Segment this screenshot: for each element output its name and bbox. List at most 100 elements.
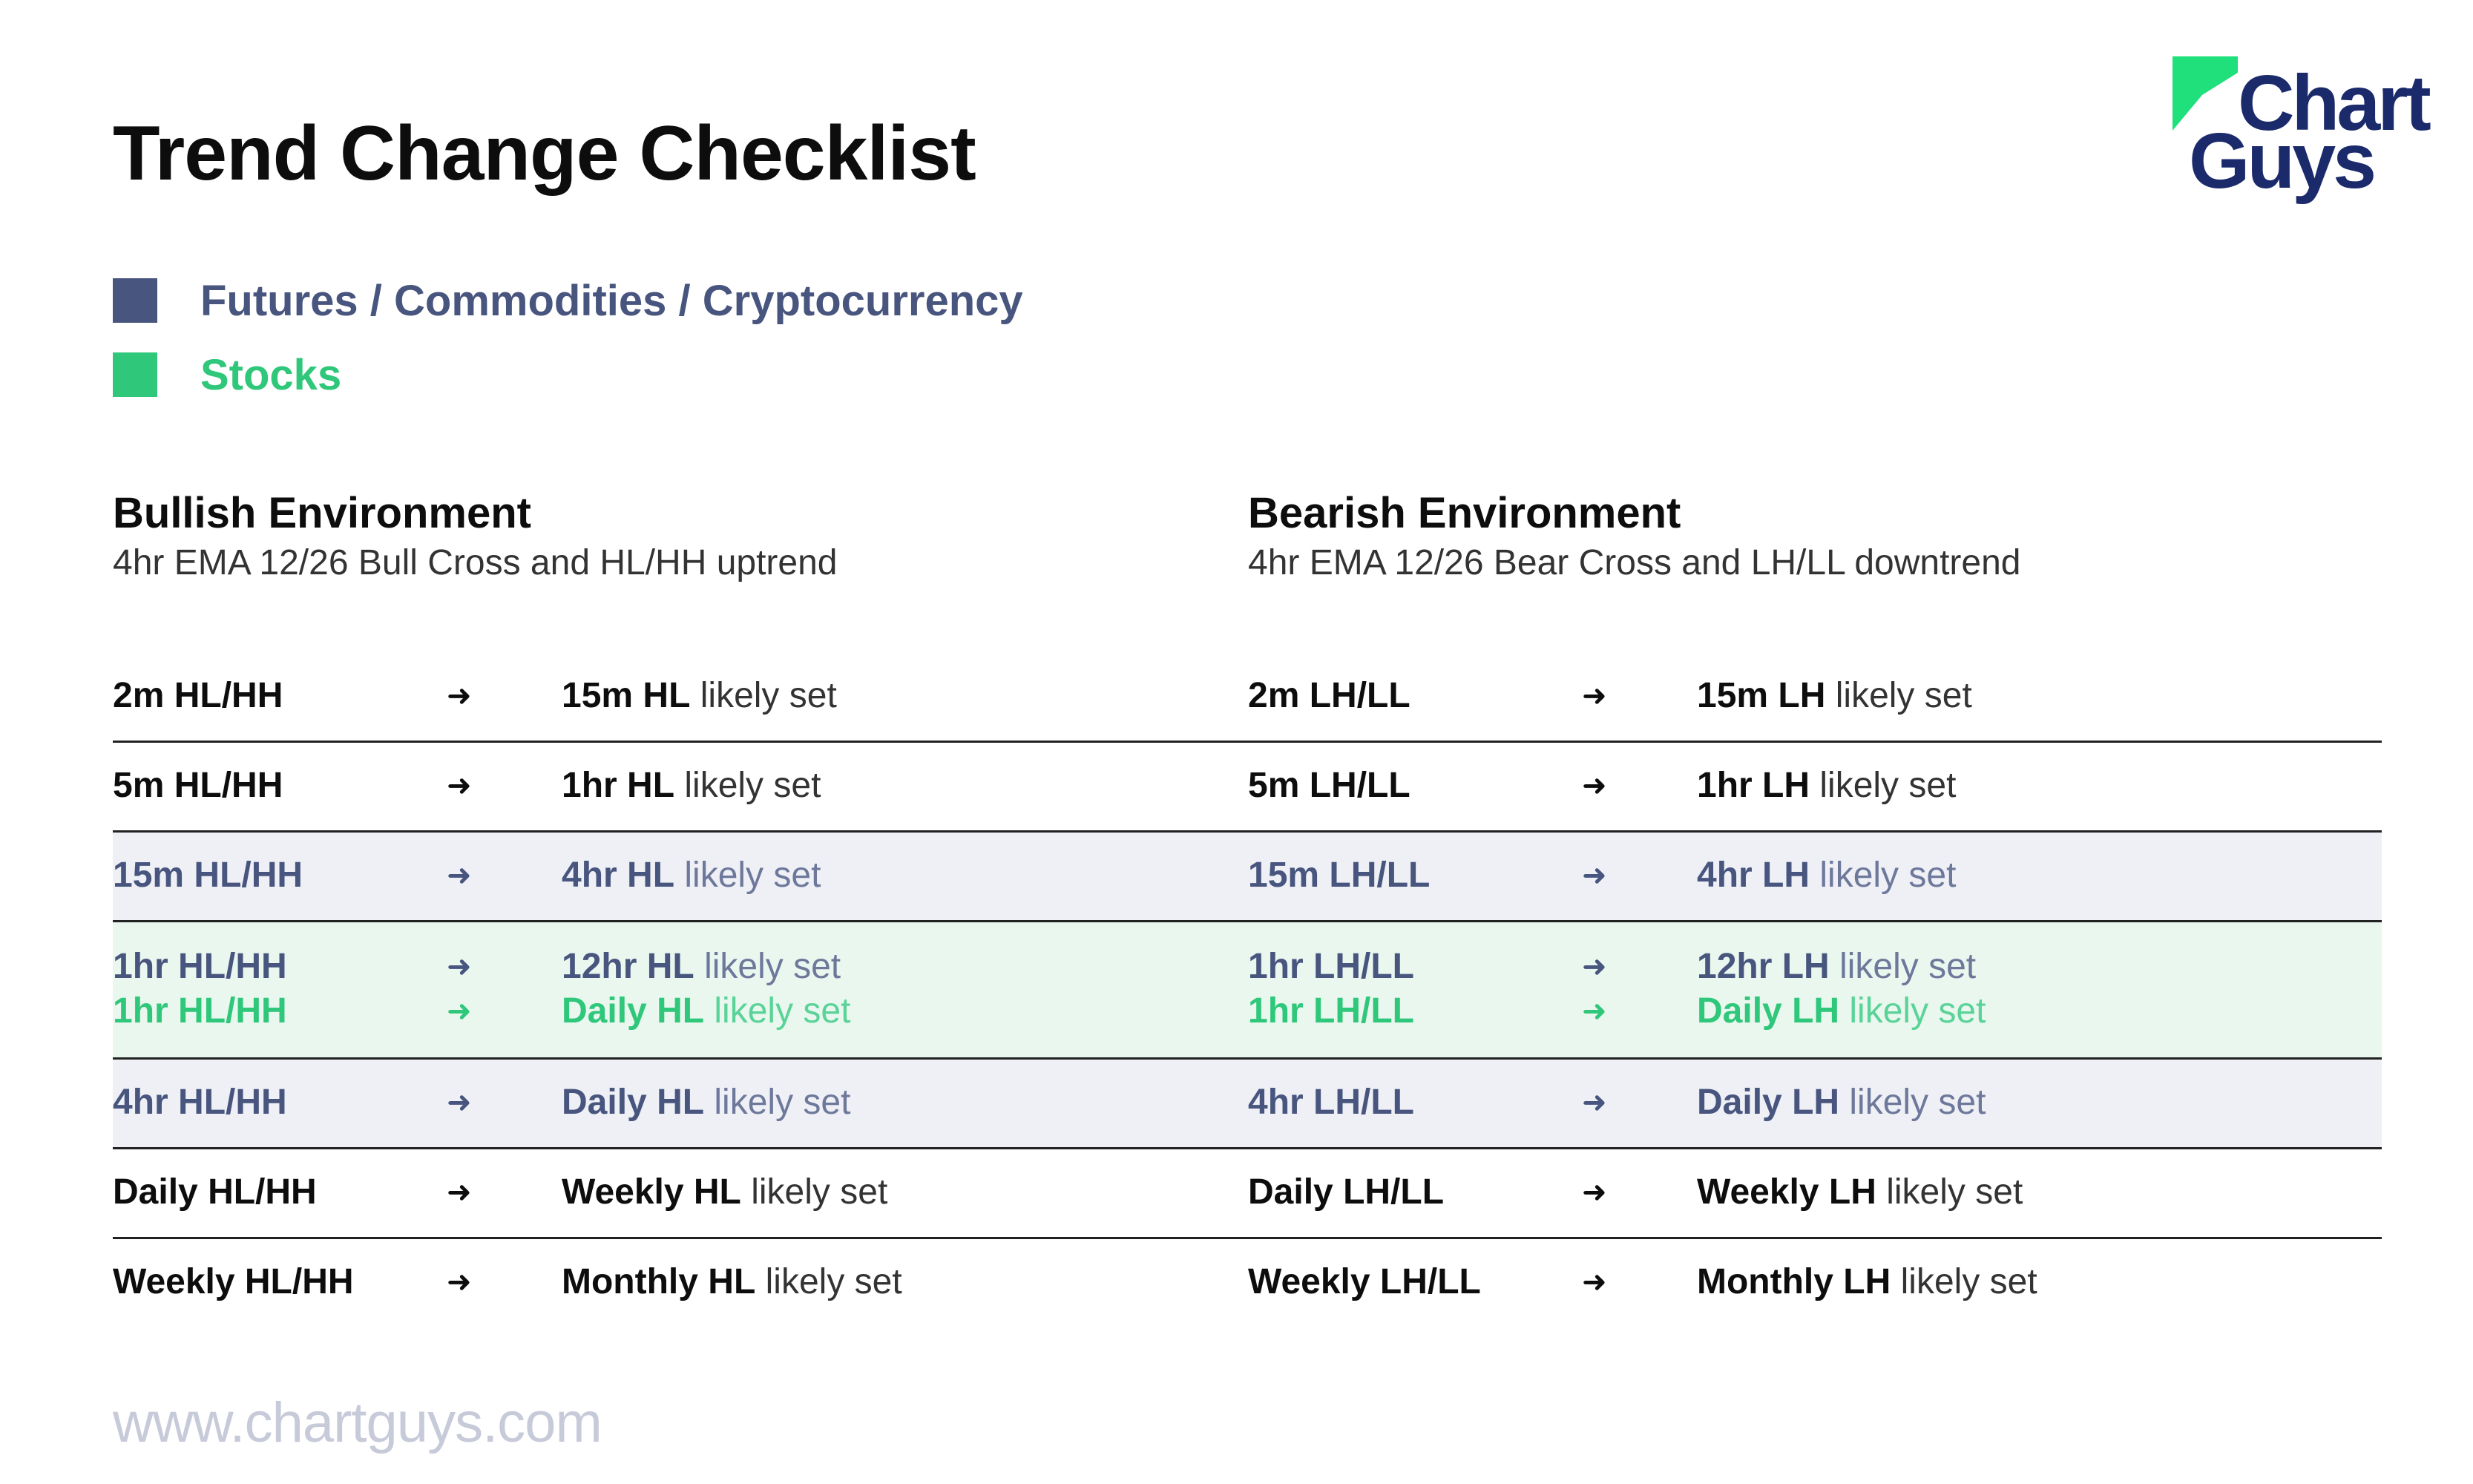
logo-text-line1: Chart xyxy=(2238,59,2431,147)
bull-to-cell: Daily HL likely set xyxy=(562,989,850,1034)
bull-to-value: 4hr HL xyxy=(562,856,675,895)
likely-set-label: likely set xyxy=(1839,947,1977,986)
bull-from-cell: 1hr HL/HH xyxy=(113,991,287,1031)
arrow-right-icon: ➜ xyxy=(447,1176,472,1209)
likely-set-label: likely set xyxy=(765,1262,902,1301)
bear-to-cell: Daily LH likely set xyxy=(1697,1080,1986,1125)
chart-guys-logo[interactable]: Chart Guys xyxy=(2173,56,2447,205)
arrow-right-icon: ➜ xyxy=(1582,1266,1607,1298)
likely-set-label: likely set xyxy=(751,1172,888,1212)
bear-from-cell: 4hr LH/LL xyxy=(1248,1083,1414,1122)
bull-to-value: 12hr HL xyxy=(562,947,694,986)
arrow-right-icon: ➜ xyxy=(447,951,472,983)
likely-set-label: likely set xyxy=(1819,856,1957,895)
bear-to-value: 1hr LH xyxy=(1697,766,1810,805)
bull-to-value: Daily HL xyxy=(562,991,705,1031)
logo-text-line2: Guys xyxy=(2189,117,2377,205)
bull-from-cell: Weekly HL/HH xyxy=(113,1262,354,1301)
bear-from-cell: 5m LH/LL xyxy=(1248,766,1410,805)
bear-from-cell: 15m LH/LL xyxy=(1248,856,1431,895)
bear-from-cell: 2m LH/LL xyxy=(1248,676,1410,715)
bullish-header: Bullish Environment 4hr EMA 12/26 Bull C… xyxy=(113,490,838,584)
likely-set-label: likely set xyxy=(1819,766,1957,805)
table-row: 5m HL/HH ➜ 1hr HL likely set 5m LH/LL ➜ … xyxy=(113,743,2382,833)
bear-from-cell: 1hr LH/LL xyxy=(1248,947,1414,986)
arrow-right-icon: ➜ xyxy=(1582,769,1607,802)
legend-label-futures: Futures / Commodities / Cryptocurrency xyxy=(200,276,1023,325)
likely-set-label: likely set xyxy=(700,676,837,715)
bull-from-cell: 1hr HL/HH xyxy=(113,947,287,986)
likely-set-label: likely set xyxy=(1849,991,1986,1031)
likely-set-label: likely set xyxy=(684,856,821,895)
bull-to-value: Daily HL xyxy=(562,1083,705,1122)
likely-set-label: likely set xyxy=(714,991,851,1031)
bearish-subtitle: 4hr EMA 12/26 Bear Cross and LH/LL downt… xyxy=(1248,542,2021,582)
bull-from-cell: 15m HL/HH xyxy=(113,856,303,895)
table-row-line: 15m HL/HH ➜ 4hr HL likely set 15m LH/LL … xyxy=(113,853,2382,898)
bull-from-cell: 2m HL/HH xyxy=(113,676,283,715)
table-row: 1hr HL/HH ➜ 12hr HL likely set 1hr LH/LL… xyxy=(113,922,2382,1060)
arrow-right-icon: ➜ xyxy=(447,1086,472,1119)
legend: Futures / Commodities / Cryptocurrency S… xyxy=(113,263,1023,412)
legend-label-stocks: Stocks xyxy=(200,350,342,399)
bearish-title: Bearish Environment xyxy=(1248,489,1681,537)
page-title: Trend Change Checklist xyxy=(113,111,976,197)
website-url[interactable]: www.chartguys.com xyxy=(113,1391,602,1454)
bull-to-cell: 1hr HL likely set xyxy=(562,764,821,808)
table-row-line: Daily HL/HH ➜ Weekly HL likely set Daily… xyxy=(113,1170,2382,1215)
bear-from-cell: Weekly LH/LL xyxy=(1248,1262,1481,1301)
likely-set-label: likely set xyxy=(684,766,821,805)
bearish-header: Bearish Environment 4hr EMA 12/26 Bear C… xyxy=(1248,490,2021,584)
bear-to-value: Daily LH xyxy=(1697,1083,1840,1122)
bullish-title: Bullish Environment xyxy=(113,489,531,537)
table-row-line-stocks: 1hr HL/HH ➜ Daily HL likely set 1hr LH/L… xyxy=(113,989,2382,1034)
bull-to-value: 1hr HL xyxy=(562,766,675,805)
arrow-right-icon: ➜ xyxy=(1582,951,1607,983)
bear-to-cell: 12hr LH likely set xyxy=(1697,945,1976,989)
arrow-right-icon: ➜ xyxy=(447,859,472,892)
table-row-line: 5m HL/HH ➜ 1hr HL likely set 5m LH/LL ➜ … xyxy=(113,764,2382,808)
legend-swatch-futures xyxy=(113,278,157,323)
bear-to-value: 12hr LH xyxy=(1697,947,1830,986)
bear-to-value: Weekly LH xyxy=(1697,1172,1876,1212)
bear-from-cell: Daily LH/LL xyxy=(1248,1172,1445,1212)
bull-from-cell: 4hr HL/HH xyxy=(113,1083,287,1122)
likely-set-label: likely set xyxy=(1849,1083,1986,1122)
legend-item-futures: Futures / Commodities / Cryptocurrency xyxy=(113,263,1023,338)
bull-to-value: Monthly HL xyxy=(562,1262,756,1301)
table-row-line: Weekly HL/HH ➜ Monthly HL likely set Wee… xyxy=(113,1260,2382,1304)
likely-set-label: likely set xyxy=(1886,1172,2023,1212)
likely-set-label: likely set xyxy=(704,947,841,986)
bull-to-cell: Daily HL likely set xyxy=(562,1080,850,1125)
bull-to-cell: Monthly HL likely set xyxy=(562,1260,902,1304)
bull-to-cell: 4hr HL likely set xyxy=(562,853,821,898)
arrow-right-icon: ➜ xyxy=(1582,1176,1607,1209)
arrow-right-icon: ➜ xyxy=(1582,1086,1607,1119)
bull-from-cell: Daily HL/HH xyxy=(113,1172,317,1212)
bear-to-cell: 1hr LH likely set xyxy=(1697,764,1956,808)
arrow-right-icon: ➜ xyxy=(447,769,472,802)
arrow-right-icon: ➜ xyxy=(447,680,472,712)
bear-to-value: Daily LH xyxy=(1697,991,1840,1031)
table-row: Daily HL/HH ➜ Weekly HL likely set Daily… xyxy=(113,1149,2382,1239)
arrow-right-icon: ➜ xyxy=(447,995,472,1028)
bear-to-value: Monthly LH xyxy=(1697,1262,1891,1301)
bear-to-cell: Daily LH likely set xyxy=(1697,989,1986,1034)
bull-to-value: Weekly HL xyxy=(562,1172,741,1212)
legend-item-stocks: Stocks xyxy=(113,338,1023,412)
likely-set-label: likely set xyxy=(714,1083,851,1122)
bear-to-cell: 15m LH likely set xyxy=(1697,674,1972,718)
bull-to-cell: 15m HL likely set xyxy=(562,674,837,718)
table-row: Weekly HL/HH ➜ Monthly HL likely set Wee… xyxy=(113,1239,2382,1327)
bear-to-cell: Weekly LH likely set xyxy=(1697,1170,2023,1215)
bear-to-cell: Monthly LH likely set xyxy=(1697,1260,2037,1304)
logo-arrow-icon xyxy=(2173,56,2238,131)
table-row: 2m HL/HH ➜ 15m HL likely set 2m LH/LL ➜ … xyxy=(113,653,2382,743)
bear-to-value: 15m LH xyxy=(1697,676,1826,715)
likely-set-label: likely set xyxy=(1900,1262,2037,1301)
arrow-right-icon: ➜ xyxy=(1582,995,1607,1028)
bear-to-cell: 4hr LH likely set xyxy=(1697,853,1956,898)
table-row: 15m HL/HH ➜ 4hr HL likely set 15m LH/LL … xyxy=(113,833,2382,922)
arrow-right-icon: ➜ xyxy=(1582,859,1607,892)
bear-from-cell: 1hr LH/LL xyxy=(1248,991,1414,1031)
